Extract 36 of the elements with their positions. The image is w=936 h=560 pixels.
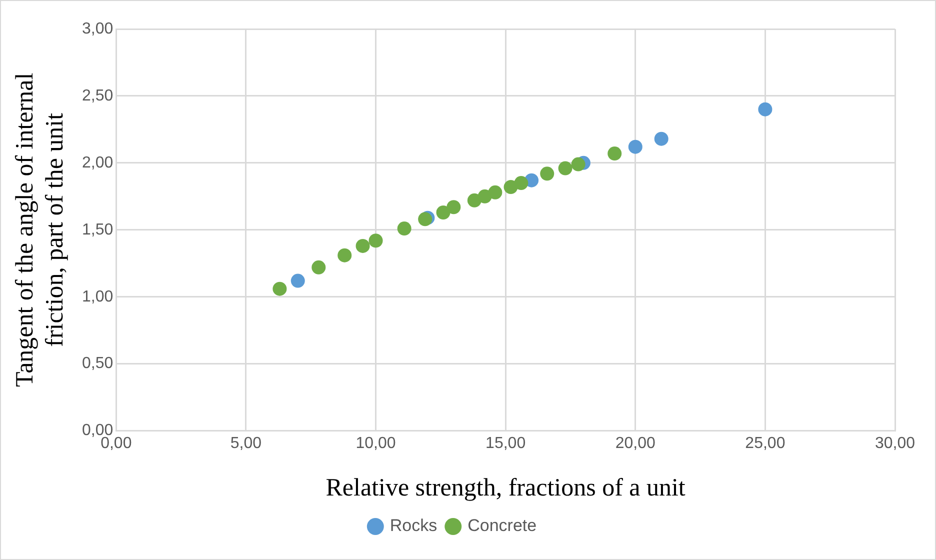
point — [312, 260, 326, 274]
y-tick-label: 2,00 — [82, 154, 114, 172]
x-tick-label: 0,00 — [100, 434, 132, 452]
point — [368, 234, 383, 248]
point — [338, 248, 352, 262]
point — [446, 200, 461, 214]
point — [514, 176, 528, 190]
x-tick-label: 5,00 — [230, 434, 262, 452]
y-tick-label: 1,50 — [82, 221, 114, 238]
point — [418, 212, 432, 226]
point — [608, 146, 622, 161]
y-axis-title: Tangent of the angle of internal friction, part of the unit — [12, 72, 69, 387]
point — [272, 282, 287, 296]
x-tick-label: 30,00 — [874, 434, 916, 452]
point — [758, 102, 772, 116]
point — [558, 161, 572, 176]
x-tick-label: 20,00 — [615, 434, 656, 452]
point — [540, 166, 554, 181]
point — [654, 132, 668, 146]
x-tick-label: 25,00 — [745, 434, 786, 452]
legend-label: Rocks — [390, 516, 438, 536]
y-tick-label: 2,50 — [82, 87, 114, 104]
legend-label: Concrete — [468, 516, 537, 536]
point — [628, 140, 642, 154]
x-tick-label: 15,00 — [486, 434, 526, 452]
point — [290, 274, 305, 288]
y-tick-label: 1,00 — [82, 288, 114, 306]
x-tick-label: 10,00 — [356, 434, 396, 452]
point — [571, 157, 586, 172]
point — [356, 238, 370, 253]
point — [488, 185, 502, 200]
y-tick-label: 0,50 — [82, 355, 114, 372]
point — [397, 222, 412, 236]
x-axis-title: Relative strength, fractions of a unit — [326, 474, 686, 502]
point — [436, 205, 450, 220]
y-tick-label: 3,00 — [82, 20, 114, 38]
